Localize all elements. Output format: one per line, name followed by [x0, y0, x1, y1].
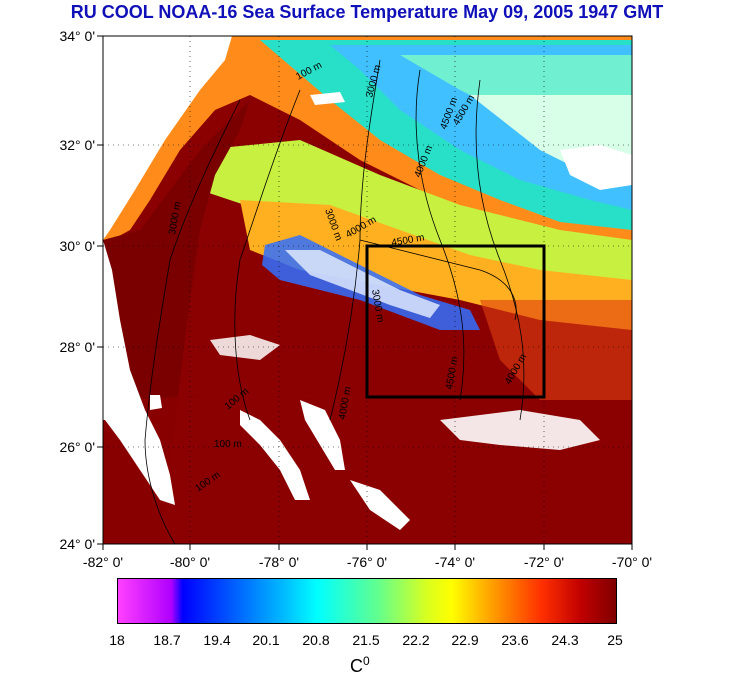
colorbar-tick: 19.4: [203, 632, 231, 648]
longitude-label: -72° 0': [523, 554, 565, 570]
land-florida: [103, 240, 175, 505]
unit-base: C: [350, 656, 363, 676]
contour-label: 100 m: [214, 439, 242, 450]
latitude-label: 24° 0': [59, 536, 95, 552]
colorbar-unit: C0: [350, 654, 370, 677]
colorbar: [117, 578, 617, 624]
colorbar-tick: 23.6: [501, 632, 529, 648]
region-yellowgreen: [200, 140, 632, 300]
colorbar-tick: 20.1: [252, 632, 280, 648]
longitude-label: -70° 0': [611, 554, 653, 570]
cloud-3: [210, 335, 280, 360]
unit-superscript: 0: [363, 654, 370, 668]
colorbar-tick: 18: [109, 632, 125, 648]
colorbar-tick: 25: [607, 632, 623, 648]
longitude-label: -76° 0': [346, 554, 388, 570]
longitude-label: -82° 0': [82, 554, 124, 570]
latitude-label: 30° 0': [59, 238, 95, 254]
longitude-label: -78° 0': [258, 554, 300, 570]
longitude-label: -74° 0': [434, 554, 476, 570]
bathymetry-contours: [144, 59, 525, 545]
land-bahamas-1: [240, 410, 310, 500]
latitude-label: 26° 0': [59, 439, 95, 455]
latitude-label: 34° 0': [59, 28, 95, 44]
chart-title: RU COOL NOAA-16 Sea Surface Temperature …: [70, 2, 664, 22]
longitude-label: -80° 0': [169, 554, 211, 570]
colorbar-tick: 22.9: [451, 632, 479, 648]
region-red: [480, 300, 632, 400]
colorbar-tick: 20.8: [302, 632, 330, 648]
latitude-label: 28° 0': [59, 339, 95, 355]
axis-ticks: [97, 35, 633, 550]
colorbar-tick: 24.3: [551, 632, 579, 648]
region-south: [103, 380, 632, 544]
land-bahamas-2: [300, 400, 345, 470]
latitude-label: 32° 0': [59, 137, 95, 153]
cloud-1: [560, 145, 632, 190]
study-area-box: [365, 244, 546, 399]
land-us-coast: [103, 36, 232, 240]
colorbar-tick: 21.5: [352, 632, 380, 648]
cloud-4: [310, 92, 345, 105]
cloud-2: [440, 410, 600, 450]
region-whitestreak: [285, 250, 440, 318]
region-amber: [240, 200, 632, 330]
colorbar-tick: 18.7: [153, 632, 181, 648]
land-bahamas-3: [350, 480, 410, 530]
land-islet: [150, 395, 162, 410]
colorbar-tick: 22.2: [402, 632, 430, 648]
